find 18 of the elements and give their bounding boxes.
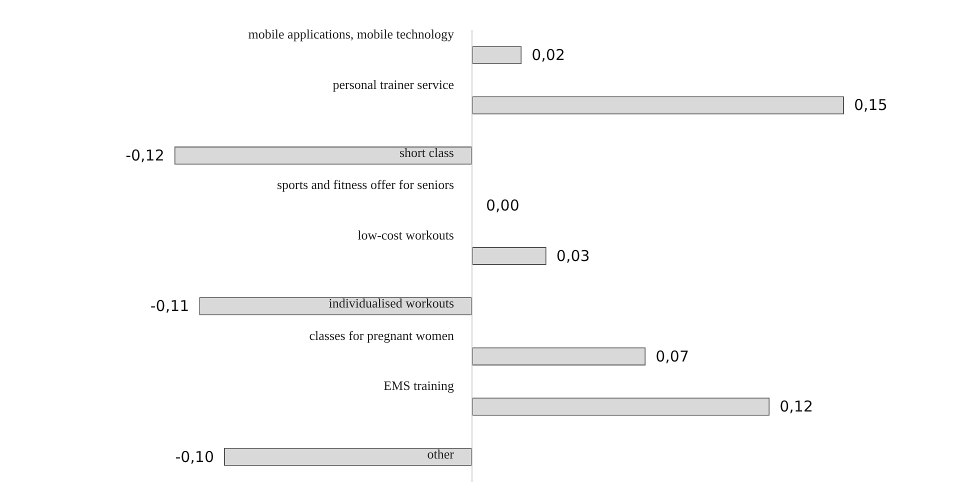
data-label: 0,02 [532, 46, 566, 64]
data-label: 0,15 [854, 96, 888, 114]
y-tick-label: mobile applications, mobile technology [248, 26, 454, 42]
data-label: 0,00 [486, 196, 520, 215]
data-label: 0,03 [556, 246, 590, 265]
y-tick-label: classes for pregnant women [309, 328, 454, 343]
y-tick-label: other [427, 446, 455, 462]
y-tick-label: personal trainer service [332, 76, 454, 92]
y-tick-label: EMS training [384, 378, 454, 394]
data-label: -0,11 [150, 297, 190, 316]
y-tick-label: individualised workouts [328, 296, 454, 311]
data-label: 0,07 [656, 347, 690, 366]
data-label: -0,12 [126, 146, 164, 164]
y-tick-label: sports and fitness offer for seniors [276, 177, 454, 192]
y-tick-label: short class [399, 144, 454, 160]
y-tick-label: low-cost workouts [358, 227, 454, 242]
data-label: -0,10 [175, 448, 214, 466]
data-label: 0,12 [780, 398, 814, 416]
